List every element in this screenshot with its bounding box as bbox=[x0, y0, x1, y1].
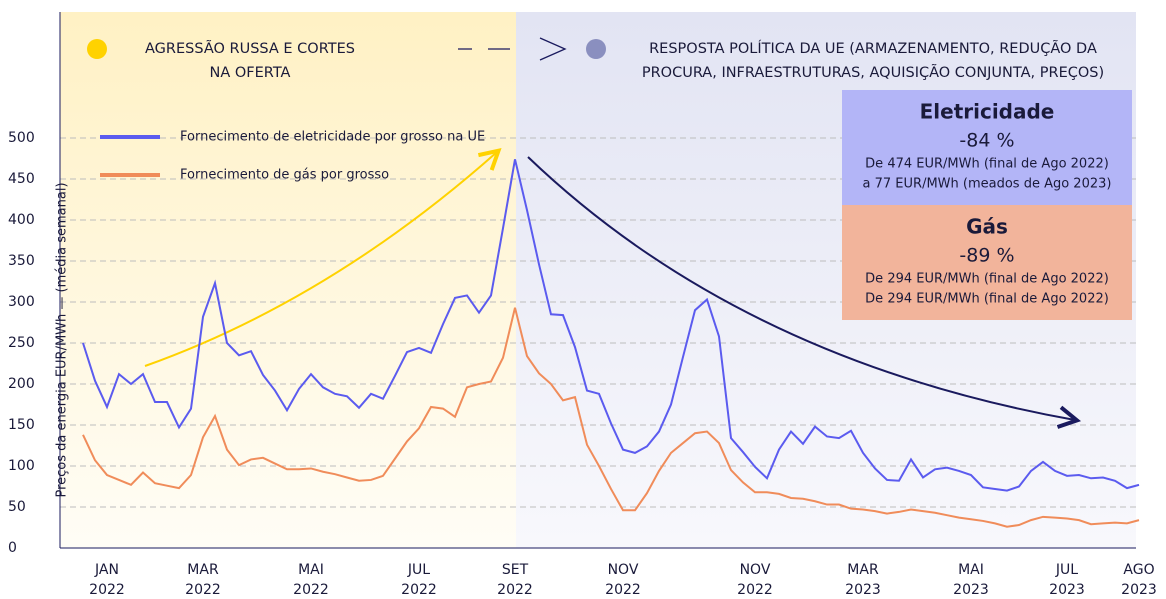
y-axis-label: Preços da energia EUR/MWh — (média seman… bbox=[55, 182, 70, 497]
phase-label: PROCURA, INFRAESTRUTURAS, AQUISIÇÃO CONJ… bbox=[642, 64, 1104, 81]
y-tick-label: 50 bbox=[8, 499, 26, 515]
y-tick-label: 200 bbox=[8, 376, 35, 392]
x-tick-label: NOV 2022 bbox=[605, 562, 641, 598]
series-line bbox=[82, 307, 1140, 528]
x-tick-label: MAR 2023 bbox=[845, 562, 881, 598]
series-line bbox=[82, 159, 1140, 492]
legend-label: Fornecimento de gás por grosso bbox=[180, 168, 389, 183]
info-box-title: Eletricidade bbox=[920, 100, 1055, 124]
legend-label: Fornecimento de eletricidade por grosso … bbox=[180, 130, 485, 145]
phase-background bbox=[60, 12, 516, 548]
phase-label: RESPOSTA POLÍTICA DA UE (ARMAZENAMENTO, … bbox=[649, 40, 1097, 57]
y-tick-label: 150 bbox=[8, 417, 35, 433]
x-tick-label: MAI 2023 bbox=[953, 562, 989, 598]
y-tick-label: 400 bbox=[8, 212, 35, 228]
info-box-line: De 294 EUR/MWh (final de Ago 2022) bbox=[865, 292, 1109, 307]
trend-arrow bbox=[527, 156, 1075, 420]
info-box bbox=[842, 205, 1132, 320]
x-tick-label: AGO 2023 bbox=[1121, 562, 1157, 598]
trend-arrow bbox=[144, 152, 497, 367]
phase-label: NA OFERTA bbox=[210, 65, 291, 81]
info-box bbox=[842, 90, 1132, 205]
info-box-title: Gás bbox=[966, 215, 1008, 239]
y-tick-label: 350 bbox=[8, 253, 35, 269]
x-tick-label: MAR 2022 bbox=[185, 562, 221, 598]
info-box-line: De 294 EUR/MWh (final de Ago 2022) bbox=[865, 272, 1109, 287]
phase-marker bbox=[87, 39, 107, 59]
info-box-line: a 77 EUR/MWh (meados de Ago 2023) bbox=[863, 177, 1112, 192]
x-tick-label: JUL 2022 bbox=[401, 562, 437, 598]
y-tick-label: 500 bbox=[8, 130, 35, 146]
y-tick-label: 250 bbox=[8, 335, 35, 351]
x-tick-label: JUL 2023 bbox=[1049, 562, 1085, 598]
info-box-change: -84 % bbox=[959, 130, 1014, 152]
x-tick-label: NOV 2022 bbox=[737, 562, 773, 598]
phase-marker bbox=[586, 39, 606, 59]
y-tick-label: 450 bbox=[8, 171, 35, 187]
x-tick-label: JAN 2022 bbox=[89, 562, 125, 598]
phase-label: AGRESSÃO RUSSA E CORTES bbox=[145, 40, 355, 57]
y-tick-label: 300 bbox=[8, 294, 35, 310]
y-tick-label: 100 bbox=[8, 458, 35, 474]
info-box-change: -89 % bbox=[959, 245, 1014, 267]
y-tick-label: 0 bbox=[8, 540, 17, 556]
x-tick-label: MAI 2022 bbox=[293, 562, 329, 598]
x-tick-label: SET 2022 bbox=[497, 562, 533, 598]
phase-arrow bbox=[458, 37, 567, 61]
info-box-line: De 474 EUR/MWh (final de Ago 2022) bbox=[865, 157, 1109, 172]
